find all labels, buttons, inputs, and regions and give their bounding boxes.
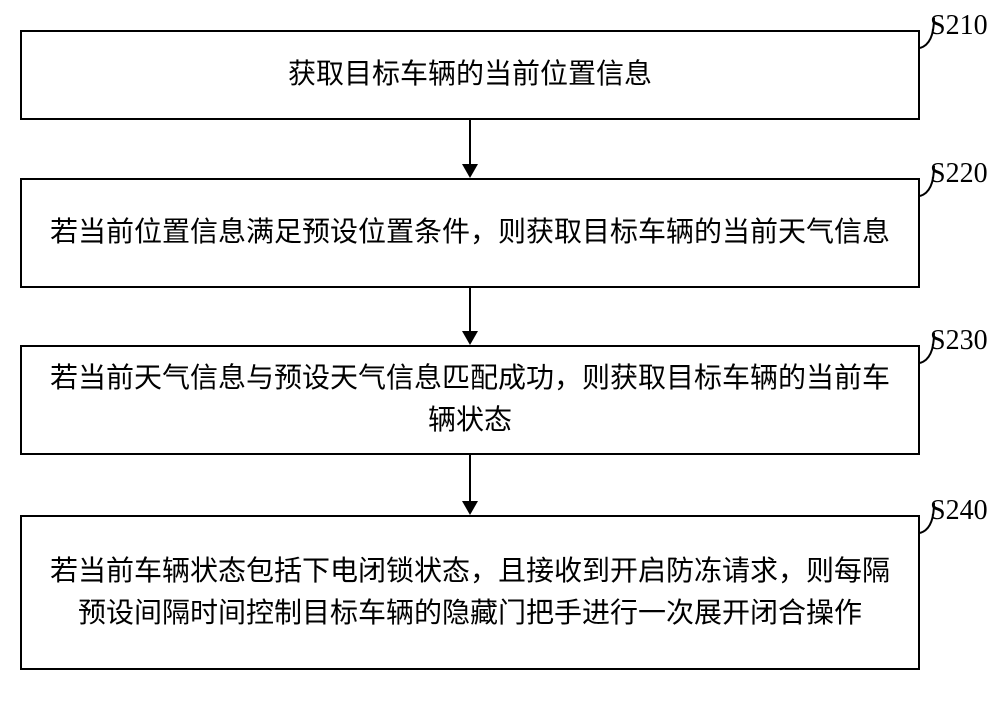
- step-text: 若当前位置信息满足预设位置条件，则获取目标车辆的当前天气信息: [50, 212, 890, 254]
- flowchart-canvas: 获取目标车辆的当前位置信息 S210 若当前位置信息满足预设位置条件，则获取目标…: [0, 0, 1000, 705]
- label-connector-s220: [900, 158, 940, 198]
- step-box-s210: 获取目标车辆的当前位置信息: [20, 30, 920, 120]
- label-connector-s230: [900, 325, 940, 365]
- step-text: 若当前车辆状态包括下电闭锁状态，且接收到开启防冻请求，则每隔预设间隔时间控制目标…: [42, 551, 898, 635]
- step-text: 若当前天气信息与预设天气信息匹配成功，则获取目标车辆的当前车辆状态: [42, 358, 898, 442]
- arrow-s230-s240: [455, 455, 485, 515]
- step-text: 获取目标车辆的当前位置信息: [288, 54, 652, 96]
- step-box-s220: 若当前位置信息满足预设位置条件，则获取目标车辆的当前天气信息: [20, 178, 920, 288]
- arrow-s220-s230: [455, 288, 485, 345]
- step-box-s230: 若当前天气信息与预设天气信息匹配成功，则获取目标车辆的当前车辆状态: [20, 345, 920, 455]
- label-connector-s210: [900, 10, 940, 50]
- arrow-s210-s220: [455, 120, 485, 178]
- label-connector-s240: [900, 495, 940, 535]
- step-box-s240: 若当前车辆状态包括下电闭锁状态，且接收到开启防冻请求，则每隔预设间隔时间控制目标…: [20, 515, 920, 670]
